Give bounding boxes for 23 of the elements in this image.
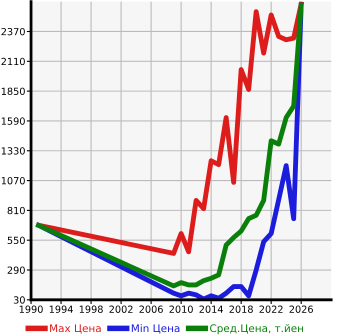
y-tick-label: 1590: [2, 117, 25, 125]
x-tick-label: 2022: [260, 306, 283, 313]
x-tick-label: 2014: [199, 306, 223, 313]
y-tick-label: 550: [8, 236, 25, 244]
x-tick-label: 2018: [229, 306, 253, 313]
y-tick-label: 2370: [1, 28, 25, 36]
x-tick-label: 1990: [20, 306, 43, 313]
legend-label: Min Цена: [132, 324, 180, 334]
x-tick-label: 2006: [139, 306, 163, 313]
x-tick-label: 2010: [169, 306, 193, 313]
x-tick-label: 1998: [80, 306, 103, 313]
y-tick-label: 30: [14, 296, 25, 304]
legend-label: Max Цена: [50, 324, 101, 334]
x-tick-label: 2002: [109, 306, 132, 313]
y-tick-label: 810: [8, 206, 25, 214]
y-tick-label: 1070: [2, 177, 25, 184]
x-tick-label: 1994: [50, 306, 73, 313]
legend-label: Сред.Цена, т.йен: [210, 324, 304, 334]
y-tick-label: 1330: [2, 147, 25, 155]
y-tick-label: 290: [8, 266, 25, 274]
y-tick-label: 1850: [2, 88, 25, 95]
x-tick-label: 2026: [290, 306, 313, 313]
y-tick-label: 2110: [1, 58, 25, 66]
